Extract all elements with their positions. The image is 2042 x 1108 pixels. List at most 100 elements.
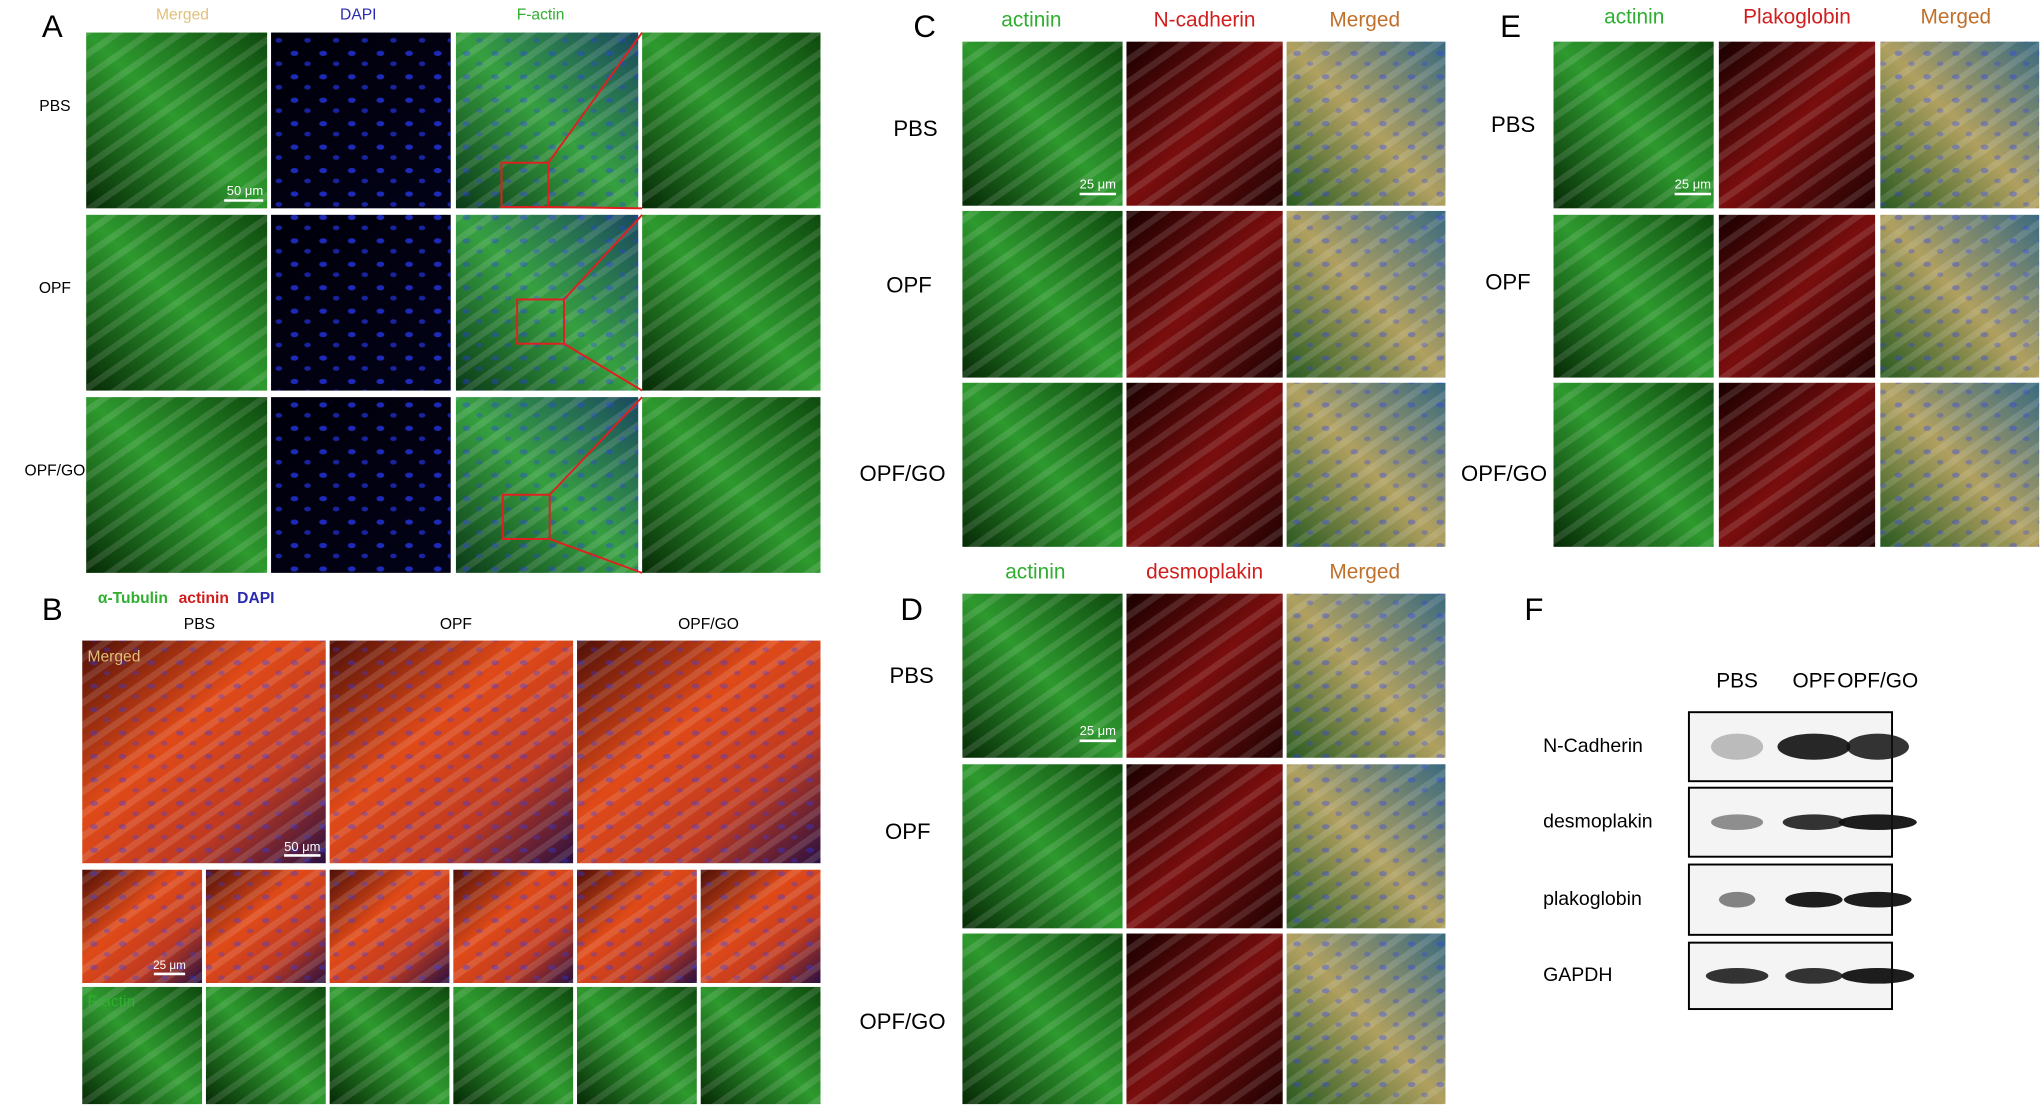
row-label: PBS (1491, 112, 1535, 137)
nuclei (455, 397, 639, 573)
scale-bar-label: 50 μm (284, 839, 320, 854)
nuclei (455, 32, 639, 209)
column-header: actinin (1001, 8, 1061, 31)
band (1705, 968, 1769, 984)
zoom-box (501, 493, 551, 541)
nuclei (1286, 382, 1446, 547)
texture (1553, 41, 1714, 209)
texture (1126, 41, 1283, 206)
column-header: Merged (156, 7, 209, 24)
zoom-line (547, 31, 643, 164)
band (1718, 891, 1756, 908)
scale-bar-label: 50 μm (227, 183, 263, 198)
column-header: PBS (184, 616, 215, 633)
nuclei (329, 869, 450, 984)
nuclei (1286, 764, 1446, 929)
panel-label: C (913, 9, 936, 44)
texture (1126, 210, 1283, 378)
row-label: OPF/GO (25, 462, 86, 479)
panel-label: E (1500, 9, 1521, 44)
panel-label: F (1524, 592, 1543, 627)
row-label: PBS (39, 98, 70, 115)
band (1843, 891, 1912, 908)
column-header: F-actin (517, 7, 565, 24)
band (1841, 968, 1915, 984)
scale-bar-label: 25 μm (1080, 723, 1116, 738)
row-label: OPF/GO (1461, 461, 1547, 486)
zoom-box (516, 298, 565, 345)
texture (82, 986, 203, 1105)
column-header: Merged (1329, 8, 1400, 31)
texture (86, 214, 268, 391)
band (1785, 968, 1843, 984)
nuclei (1286, 41, 1446, 206)
nuclei (1286, 593, 1446, 758)
column-header: PBS (1716, 670, 1758, 693)
row-label: PBS (893, 116, 937, 141)
row-label: OPF/GO (859, 1009, 945, 1034)
scale-bar-label: 25 μm (153, 959, 186, 972)
nuclei (82, 640, 326, 864)
band (1782, 814, 1846, 831)
column-header: OPF/GO (678, 616, 739, 633)
nuclei (271, 32, 451, 209)
texture (700, 986, 821, 1105)
row-label: OPF (1485, 270, 1530, 295)
column-header: Merged (1329, 560, 1400, 583)
nuclei (205, 869, 326, 984)
column-header: Merged (1921, 6, 1992, 29)
row-label: plakoglobin (1543, 888, 1642, 910)
row-label: desmoplakin (1543, 810, 1653, 832)
texture (1553, 214, 1714, 378)
column-header: actinin (1005, 560, 1065, 583)
inset-label: Merged (87, 649, 140, 666)
texture (962, 210, 1123, 378)
band (1785, 891, 1843, 908)
column-header: desmoplakin (1146, 560, 1263, 583)
nuclei (1286, 933, 1446, 1105)
stain-legend: α-Tubulin (98, 590, 168, 607)
nuclei (577, 869, 697, 984)
panel-label: A (42, 9, 63, 44)
row-label: OPF (39, 280, 71, 297)
zoom-box (500, 161, 550, 208)
nuclei (271, 214, 451, 391)
row-label: GAPDH (1543, 964, 1612, 986)
scale-bar-label: 25 μm (1080, 176, 1116, 191)
texture (86, 397, 268, 573)
nuclei (1880, 41, 2040, 209)
column-header: N-cadherin (1154, 8, 1256, 31)
texture (329, 986, 450, 1105)
nuclei (577, 640, 821, 864)
band (1777, 733, 1851, 760)
zoom-line (548, 206, 643, 210)
texture (1718, 214, 1876, 378)
row-label: OPF/GO (859, 461, 945, 486)
nuclei (82, 869, 203, 984)
texture (962, 382, 1123, 547)
column-header: actinin (1604, 6, 1664, 29)
texture (453, 986, 574, 1105)
panel-label: B (42, 592, 63, 627)
texture (1126, 764, 1283, 929)
texture (642, 214, 821, 391)
column-header: OPF/GO (1837, 670, 1918, 693)
band (1846, 733, 1909, 760)
nuclei (271, 397, 451, 573)
texture (1126, 382, 1283, 547)
texture (86, 32, 268, 209)
texture (577, 986, 697, 1105)
texture (642, 32, 821, 209)
zoom-line (548, 396, 643, 496)
nuclei (453, 869, 574, 984)
nuclei (329, 640, 574, 864)
band (1711, 733, 1764, 760)
texture (642, 397, 821, 573)
nuclei (700, 869, 821, 984)
row-label: OPF (885, 819, 930, 844)
nuclei (1880, 382, 2040, 547)
column-header: OPF (1793, 670, 1836, 693)
texture (962, 593, 1123, 758)
texture (962, 41, 1123, 206)
panel-label: D (900, 592, 923, 627)
